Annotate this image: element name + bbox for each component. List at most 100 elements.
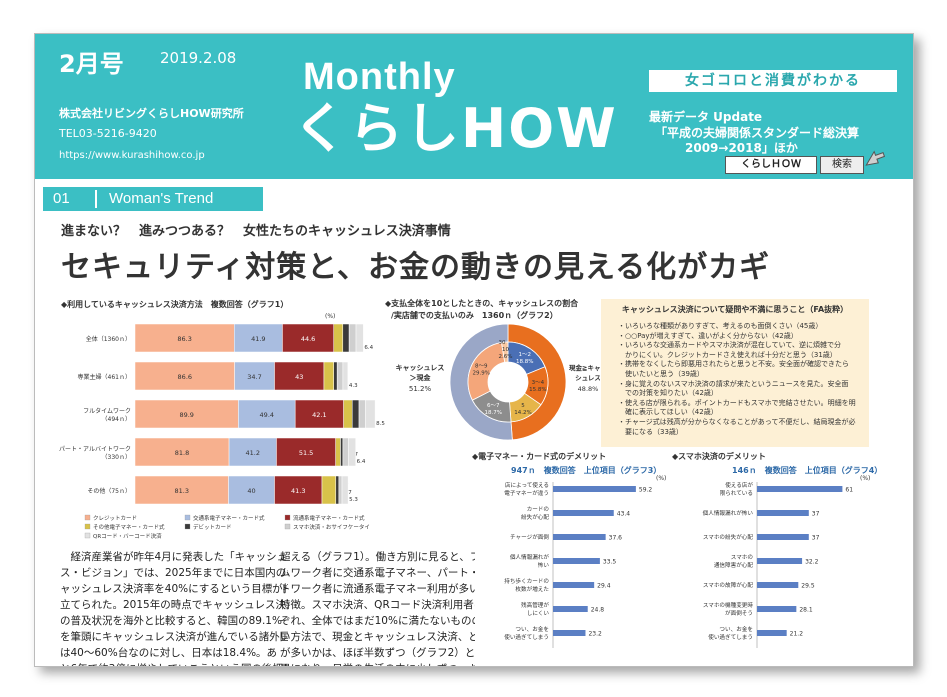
graph3-title: ◆電子マネー・カード式のデメリット <box>472 452 607 461</box>
graph1-category-label: フルタイムワーク <box>83 407 131 415</box>
graph1-bar-segment <box>341 475 349 505</box>
g3-category-label: 電子マネーが違う <box>504 489 549 497</box>
graph1-bar-segment <box>338 475 343 505</box>
g4-category-label: 個人情報漏れが怖い <box>703 509 754 517</box>
g4-bar <box>757 582 799 588</box>
graph1-category-label: 専業主婦（461ｎ） <box>78 373 131 381</box>
g4-data-label: 21.2 <box>790 631 804 638</box>
g3-category-label: 持ち歩くカードの <box>504 577 549 585</box>
graph2-title: ◆支払全体を10としたときの、キャッシュレスの割合 <box>385 299 579 308</box>
article-column-2: 超える（グラフ1）。働き方別に見ると、フルタイムワーク者に交通系電子マネー、パー… <box>280 549 475 666</box>
article-line: が多いかは、ほぼ半数ずつ（グラフ2）という結 <box>280 647 475 659</box>
graph1-bar-segment <box>228 437 277 467</box>
article-line: は40〜60%台なのに対し、日本は18.4%。あ <box>60 647 278 659</box>
graph1-bar-segment <box>336 361 344 391</box>
graph2-left-label: ＞現金 <box>410 373 432 382</box>
graph1-bar-segment <box>134 475 229 505</box>
article-line: ャッシュレス決済率を40%にするという目標が打ち <box>60 583 288 595</box>
graph1-data-label: 6.4 <box>364 345 373 351</box>
g4-bar <box>757 510 809 516</box>
graph2-slice-value: 15.8% <box>529 387 546 393</box>
graph2-right-label: 現金≧キャッ <box>569 363 600 372</box>
graph1-data-label: 42.1 <box>312 411 326 419</box>
fa-comment-line: ・いろいろな種類がありすぎて、考えるのも面倒くさい（45歳） <box>618 322 823 330</box>
header-banner: 2月号 2019.2.08 株式会社リビングくらしHOW研究所 TEL03-52… <box>35 34 913 179</box>
graph1-data-label: 49.4 <box>260 411 274 419</box>
graph1-legend-swatch <box>284 514 291 521</box>
graph1-data-label: 40 <box>247 487 255 495</box>
pointer-arrow-icon <box>865 150 886 166</box>
graph2-slice-value: 18.8% <box>516 359 533 365</box>
g3-data-label: 43.4 <box>617 511 631 518</box>
graph1-legend-swatch <box>284 523 291 530</box>
graph1-bar-segment <box>333 323 344 353</box>
graph1-legend-label: デビットカード <box>193 523 232 531</box>
g4-data-label: 29.5 <box>801 583 815 590</box>
graph1-bar-segment <box>323 361 334 391</box>
graph1-bar-segment <box>134 437 230 467</box>
g4-category-label: スマホの紛失が心配 <box>703 533 754 541</box>
graph3-subtitle: 947ｎ 複数回答 上位項目（グラフ3） <box>511 466 662 475</box>
article-subtitle: 進まない？ 進みつつある？ 女性たちのキャッシュレス決済事情 <box>61 224 451 239</box>
g4-category-label: が面倒そう <box>725 609 753 617</box>
g3-data-label: 23.2 <box>588 631 602 638</box>
graph1-bar-segment <box>276 437 336 467</box>
g3-category-label: 怖い <box>538 561 550 569</box>
graph1-bar-segment <box>342 361 349 391</box>
g4-category-label: スマホの <box>731 554 754 561</box>
graph1-unit: (%) <box>325 313 335 320</box>
graph1-legend-label: クレジットカード <box>93 515 137 522</box>
graph1-legend-swatch <box>184 514 191 521</box>
g3-bar <box>553 558 600 564</box>
graph1-bar-segment <box>335 437 341 467</box>
search-button[interactable]: 検索 <box>820 156 864 174</box>
graph2-slice-value: 2.6% <box>499 354 513 360</box>
graph1-bar-segment <box>233 323 283 353</box>
issue-date: 2019.2.08 <box>160 49 237 67</box>
graph1-bar-segment <box>351 399 360 429</box>
fa-comment-line: ・○○Payが増えすぎて、違いがよく分からない（42歳） <box>618 331 798 340</box>
graph1-data-label: 8.5 <box>376 421 385 427</box>
g4-data-label: 37 <box>812 511 820 518</box>
g4-category-label: スマホの故障が心配 <box>703 581 754 589</box>
graph1-bar-segment <box>274 361 325 391</box>
graph1-legend-label: 流通系電子マネー・カード式 <box>293 514 365 522</box>
graph2-inner-slice <box>501 341 509 363</box>
graph2-slice-value: 14.2% <box>514 410 531 416</box>
g3-unit: (%) <box>656 475 666 482</box>
g4-data-label: 32.2 <box>805 559 819 566</box>
g3-category-label: 残高管理が <box>521 601 549 609</box>
section-number: 01 <box>53 190 70 207</box>
graph1-data-label: 89.9 <box>179 411 193 419</box>
g3-category-label: 紛失が心配 <box>521 513 549 521</box>
graph2-slice-label: 3〜4 <box>532 380 545 386</box>
article-line: トワーク者に流通系電子マネー利用が多いのが <box>280 583 475 595</box>
graph1-category-label: （494ｎ） <box>102 416 131 423</box>
g3-bar <box>553 582 595 588</box>
graph1-bar-segment <box>348 437 356 467</box>
g4-category-label: 使い過ぎてしまう <box>708 633 753 641</box>
graph1-stacked-bar-chart: (%)全体（1360ｎ）86.341.944.67.95.566.4専業主婦（4… <box>59 313 385 540</box>
graph2-right-value: 48.8% <box>578 385 599 393</box>
graph1-legend-swatch <box>184 523 191 530</box>
company-url[interactable]: https://www.kurashihow.co.jp <box>59 150 205 161</box>
fa-comment-list: ・いろいろな種類がありすぎて、考えるのも面倒くさい（45歳） ・○○Payが増えす… <box>618 322 862 437</box>
graph1-legend-swatch <box>84 532 91 539</box>
graph1-bar-segment <box>333 361 338 391</box>
g3-category-label: チャージが面倒 <box>510 533 549 541</box>
masthead-monthly: Monthly <box>303 56 456 98</box>
graph1-data-label: 86.6 <box>178 373 192 381</box>
graph4-subtitle: 146ｎ 複数回答 上位項目（グラフ4） <box>732 466 883 475</box>
search-input[interactable]: くらしＨＯＷ <box>725 156 817 174</box>
fa-comment-line: ・携帯をなくしたら即悪用されたらと思うと不安。安全面が確認できたら <box>618 360 849 369</box>
graph1-bar-segment <box>340 437 344 467</box>
g3-category-label: しにくい <box>527 610 550 617</box>
graph1-bar-segment <box>342 323 350 353</box>
graph1-category-label: その他（75ｎ） <box>87 487 131 495</box>
graph2-right-label: シュレス <box>575 374 600 382</box>
graph1-bar-segment <box>134 361 235 391</box>
graph1-data-label: 86.3 <box>177 335 191 343</box>
newsletter-page: 2月号 2019.2.08 株式会社リビングくらしHOW研究所 TEL03-52… <box>34 33 914 667</box>
g4-category-label: つい、お金を <box>719 625 753 633</box>
